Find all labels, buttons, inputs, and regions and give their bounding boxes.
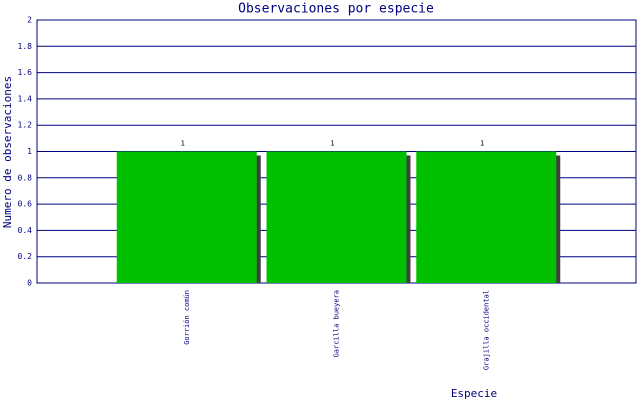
bar: [416, 151, 557, 283]
y-tick-label: 0.2: [18, 252, 33, 261]
chart-title: Observaciones por especie: [238, 2, 434, 17]
y-tick-label: 0.8: [18, 173, 33, 182]
y-tick-label: 1.4: [18, 94, 33, 103]
data-label: 1: [330, 140, 334, 148]
y-tick-label: 2: [27, 16, 32, 25]
x-tick-label: Garcilla bueyera: [333, 290, 341, 357]
data-label: 1: [181, 140, 185, 148]
bar: [266, 151, 407, 283]
x-axis-label: Especie: [451, 387, 497, 400]
y-tick-label: 1.2: [18, 121, 33, 130]
bar: [116, 151, 257, 283]
y-tick-label: 0.4: [18, 226, 33, 235]
x-tick-label: Gorrión común: [183, 290, 191, 345]
x-tick-label: Grajilla occidental: [482, 290, 490, 370]
data-label: 1: [480, 140, 484, 148]
y-tick-label: 0.6: [18, 200, 33, 209]
y-tick-label: 1: [27, 147, 32, 156]
y-tick-label: 1.8: [18, 42, 33, 51]
y-tick-label: 1.6: [18, 68, 33, 77]
y-axis-label: Numero de observaciones: [1, 76, 14, 228]
y-tick-label: 0: [27, 279, 32, 288]
